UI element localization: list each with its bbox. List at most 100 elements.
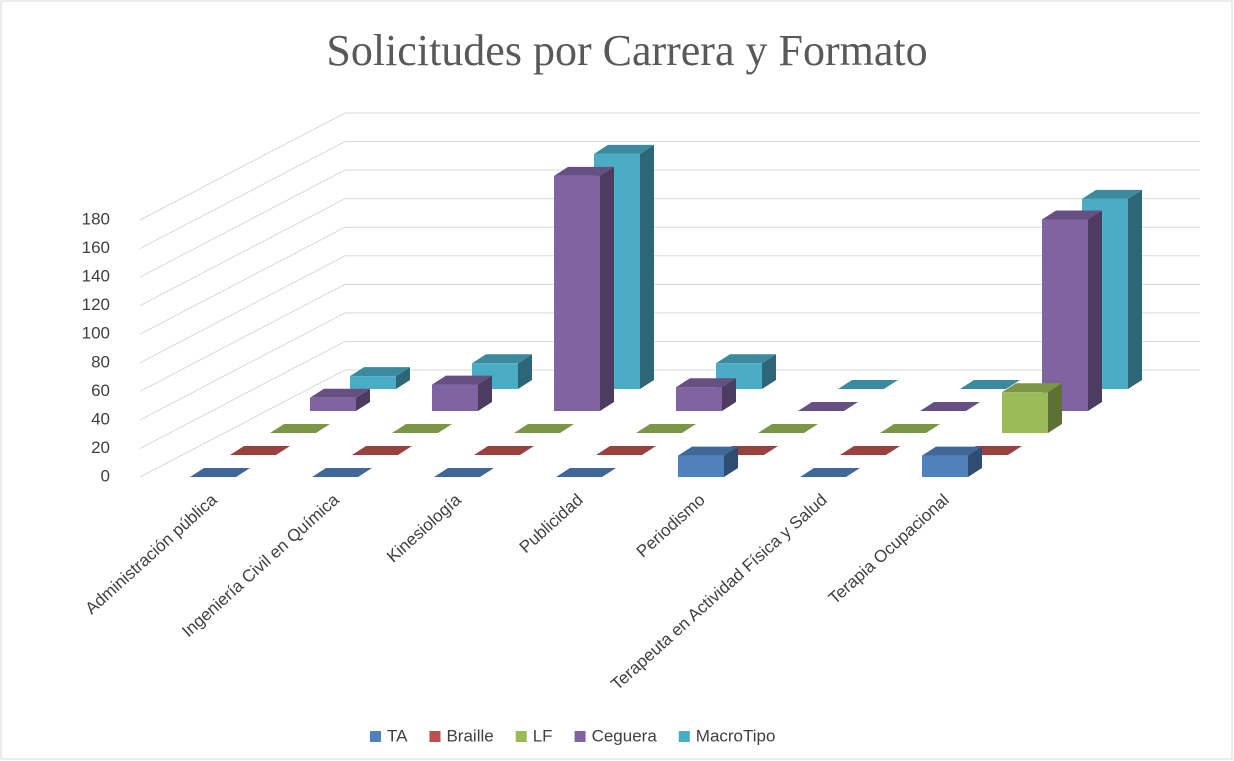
bar-side bbox=[640, 144, 654, 389]
bar bbox=[798, 402, 858, 411]
bar bbox=[758, 424, 818, 433]
legend-swatch bbox=[574, 731, 586, 742]
bar-top bbox=[474, 446, 534, 455]
bar bbox=[312, 468, 372, 477]
chart-title: Solicitudes por Carrera y Formato bbox=[326, 26, 927, 75]
bar-top bbox=[352, 446, 412, 455]
bar-side bbox=[1088, 210, 1102, 411]
bar bbox=[800, 468, 860, 477]
grid-line bbox=[139, 369, 346, 478]
bar-front bbox=[310, 397, 356, 411]
bar-side bbox=[518, 354, 532, 389]
bar bbox=[190, 468, 250, 477]
bar-top bbox=[556, 468, 616, 477]
bar bbox=[270, 424, 330, 433]
bar-top bbox=[190, 468, 250, 477]
bar-top bbox=[310, 388, 370, 398]
bar-top bbox=[312, 468, 372, 477]
bar-top bbox=[798, 402, 858, 411]
legend-label: Braille bbox=[446, 726, 493, 745]
bar-top bbox=[840, 446, 900, 455]
bar-top bbox=[636, 424, 696, 433]
grid-line bbox=[139, 341, 346, 449]
legend-label: MacroTipo bbox=[696, 726, 776, 745]
bar-top bbox=[270, 424, 330, 433]
bar-side bbox=[722, 378, 736, 411]
bar-top bbox=[800, 468, 860, 477]
y-tick-label: 80 bbox=[91, 352, 110, 371]
bar-top bbox=[594, 144, 654, 154]
bar bbox=[880, 424, 940, 433]
bar-top bbox=[1042, 210, 1102, 220]
grid-line bbox=[139, 283, 346, 392]
y-tick-label: 0 bbox=[101, 466, 110, 485]
bar-side bbox=[762, 354, 776, 389]
grid-line bbox=[139, 226, 346, 335]
bar-top bbox=[716, 354, 776, 364]
bar-front bbox=[676, 387, 722, 411]
bar-top bbox=[678, 446, 738, 456]
bar-front bbox=[554, 175, 600, 411]
bar bbox=[230, 446, 290, 455]
bar-top bbox=[758, 424, 818, 433]
bar bbox=[676, 378, 736, 411]
bar-side bbox=[1128, 189, 1142, 389]
y-tick-label: 100 bbox=[82, 324, 110, 343]
bar-side bbox=[1048, 383, 1062, 433]
bar-top bbox=[596, 446, 656, 455]
bar-top bbox=[838, 380, 898, 389]
bar bbox=[1042, 210, 1102, 411]
bar-side bbox=[600, 166, 614, 411]
legend-swatch bbox=[370, 731, 381, 742]
bar-top bbox=[920, 402, 980, 411]
bar bbox=[310, 388, 370, 411]
legend-label: TA bbox=[387, 726, 408, 745]
grid-line bbox=[139, 112, 346, 221]
bar-side bbox=[396, 367, 410, 389]
bar bbox=[514, 424, 574, 433]
y-tick-label: 120 bbox=[82, 295, 110, 314]
grid-line bbox=[139, 169, 346, 278]
bar bbox=[678, 446, 738, 477]
y-tick-label: 20 bbox=[91, 438, 110, 457]
bar bbox=[922, 446, 982, 477]
bar bbox=[432, 375, 492, 411]
bar-top bbox=[1082, 189, 1142, 199]
bar-side bbox=[478, 375, 492, 411]
bar-top bbox=[472, 354, 532, 364]
bar bbox=[840, 446, 900, 455]
bar-top bbox=[350, 367, 410, 377]
bar-top bbox=[922, 446, 982, 456]
y-tick-label: 140 bbox=[82, 267, 110, 286]
bar-top bbox=[554, 166, 614, 176]
bar-side bbox=[724, 446, 738, 477]
bar-top bbox=[880, 424, 940, 433]
bar bbox=[474, 446, 534, 455]
bar bbox=[556, 468, 616, 477]
grid-line bbox=[139, 312, 346, 421]
bar-side bbox=[968, 446, 982, 477]
bar bbox=[920, 402, 980, 411]
bar-top bbox=[432, 375, 492, 385]
grid-line bbox=[139, 141, 346, 249]
bar-front bbox=[350, 376, 396, 389]
grid-line bbox=[139, 255, 346, 364]
bar-top bbox=[514, 424, 574, 433]
bar bbox=[352, 446, 412, 455]
bar-front bbox=[1002, 392, 1048, 433]
bar-top bbox=[960, 380, 1020, 389]
legend-swatch bbox=[678, 731, 690, 742]
bar-top bbox=[434, 468, 494, 477]
bar-top bbox=[230, 446, 290, 455]
bar-front bbox=[1042, 219, 1088, 411]
bar bbox=[392, 424, 452, 433]
legend-label: LF bbox=[533, 726, 553, 745]
bar bbox=[596, 446, 656, 455]
y-tick-label: 160 bbox=[82, 238, 110, 257]
bar bbox=[960, 380, 1020, 389]
legend-swatch bbox=[515, 731, 527, 742]
y-tick-label: 180 bbox=[82, 209, 110, 228]
bar-front bbox=[678, 455, 724, 477]
bar-side bbox=[356, 388, 370, 411]
